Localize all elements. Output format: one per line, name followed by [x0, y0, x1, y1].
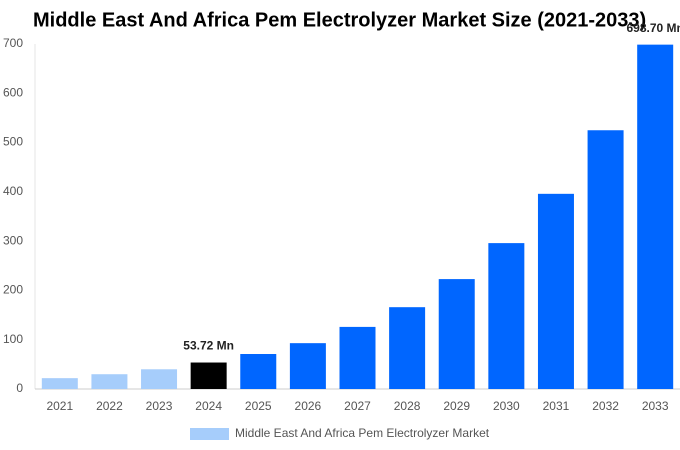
bar	[289, 343, 326, 389]
bar	[141, 369, 178, 389]
x-tick-label: 2026	[295, 399, 322, 413]
x-tick-label: 2027	[344, 399, 371, 413]
y-tick-label: 600	[3, 85, 23, 99]
bar	[41, 378, 78, 389]
x-tick-label: 2028	[394, 399, 421, 413]
bar	[389, 307, 426, 389]
bar	[190, 362, 227, 389]
value-label: 698.70 Mn	[627, 21, 680, 35]
bar	[488, 243, 525, 389]
x-tick-label: 2030	[493, 399, 520, 413]
y-tick-label: 0	[16, 381, 23, 395]
x-tick-label: 2024	[195, 399, 222, 413]
bar	[339, 326, 376, 389]
x-tick-label: 2032	[592, 399, 619, 413]
y-tick-label: 300	[3, 233, 23, 247]
x-tick-label: 2031	[543, 399, 570, 413]
y-tick-label: 100	[3, 332, 23, 346]
value-label: 53.72 Mn	[183, 339, 234, 353]
y-tick-label: 200	[3, 283, 23, 297]
x-tick-label: 2033	[642, 399, 669, 413]
bar	[438, 279, 475, 389]
y-tick-label: 400	[3, 184, 23, 198]
y-tick-label: 700	[3, 36, 23, 50]
x-tick-label: 2023	[146, 399, 173, 413]
bar	[537, 193, 574, 389]
bar	[637, 44, 674, 389]
legend-label: Middle East And Africa Pem Electrolyzer …	[235, 426, 490, 440]
x-tick-label: 2021	[46, 399, 73, 413]
bar	[587, 130, 624, 389]
y-tick-label: 500	[3, 135, 23, 149]
x-tick-label: 2025	[245, 399, 272, 413]
bar	[240, 354, 277, 389]
x-tick-label: 2022	[96, 399, 123, 413]
legend-swatch	[190, 428, 229, 440]
bar	[91, 374, 128, 389]
chart-title: Middle East And Africa Pem Electrolyzer …	[33, 9, 646, 31]
x-tick-label: 2029	[443, 399, 470, 413]
